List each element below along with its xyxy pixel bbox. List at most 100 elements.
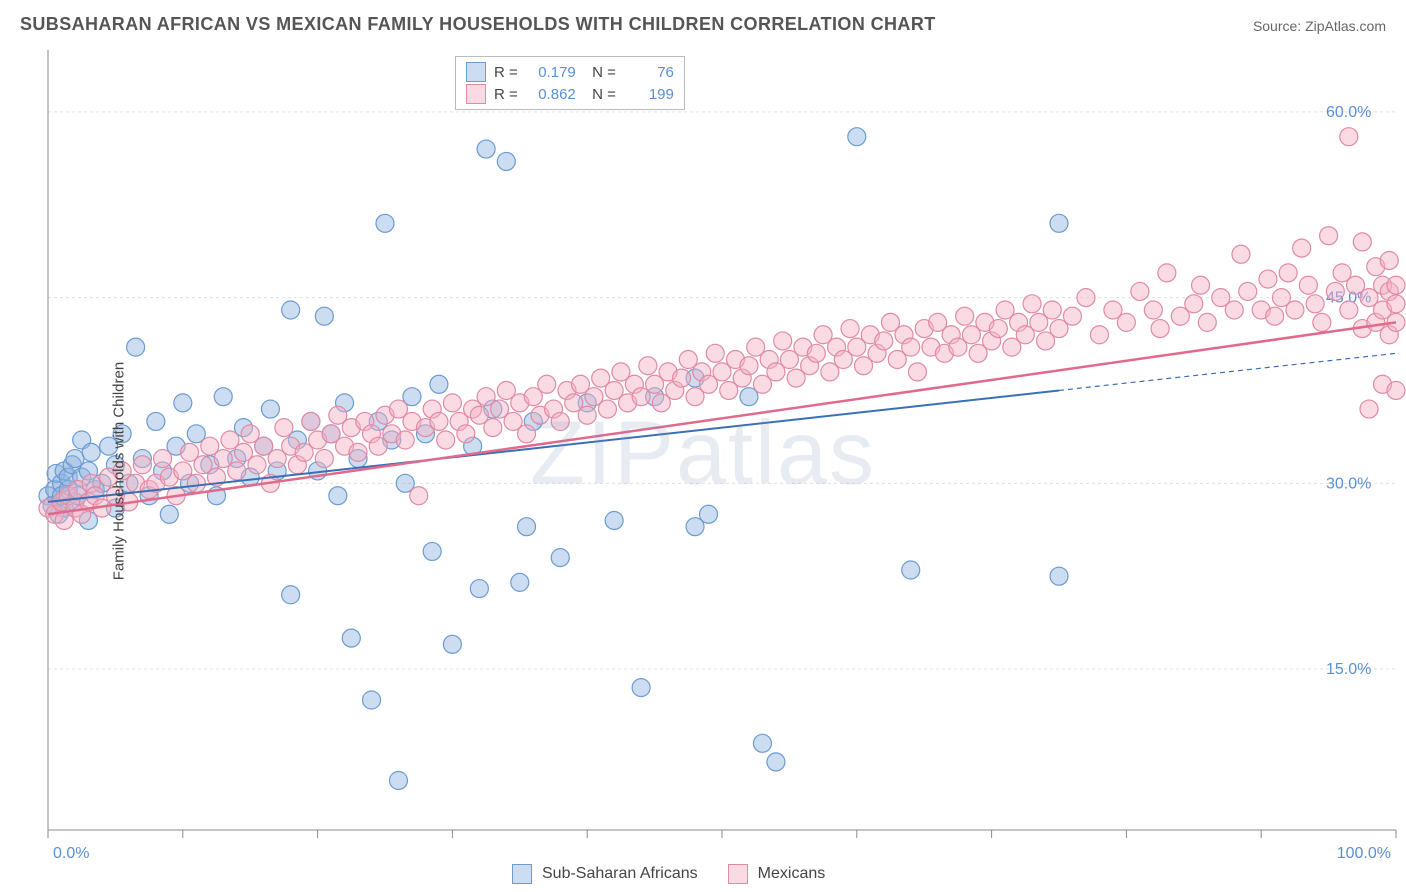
chart-area: Family Households with Children ZIPatlas… [0, 50, 1406, 892]
data-point [147, 412, 165, 430]
series-1 [39, 128, 1405, 530]
data-point [848, 128, 866, 146]
stat-n-label: N = [584, 64, 616, 81]
data-point [154, 450, 172, 468]
scatter-chart: 15.0%30.0%45.0%60.0%0.0%100.0% [0, 50, 1406, 892]
data-point [1387, 295, 1405, 313]
data-point [908, 363, 926, 381]
data-point [902, 561, 920, 579]
data-point [282, 301, 300, 319]
data-point [753, 734, 771, 752]
data-point [1293, 239, 1311, 257]
data-point [160, 505, 178, 523]
data-point [423, 542, 441, 560]
data-point [349, 443, 367, 461]
source-label: Source: [1253, 18, 1301, 34]
data-point [706, 344, 724, 362]
data-point [1185, 295, 1203, 313]
data-point [430, 412, 448, 430]
legend-swatch [466, 84, 486, 104]
data-point [457, 425, 475, 443]
data-point [1326, 282, 1344, 300]
stat-r-label: R = [494, 86, 518, 103]
data-point [1144, 301, 1162, 319]
stat-n-value: 76 [624, 64, 674, 81]
data-point [477, 140, 495, 158]
data-point [275, 419, 293, 437]
data-point [518, 518, 536, 536]
data-point [1286, 301, 1304, 319]
stat-n-label: N = [584, 86, 616, 103]
data-point [551, 412, 569, 430]
data-point [1299, 276, 1317, 294]
data-point [807, 344, 825, 362]
data-point [1259, 270, 1277, 288]
data-point [282, 586, 300, 604]
data-point [1050, 567, 1068, 585]
source-attribution: Source: ZipAtlas.com [1253, 18, 1386, 34]
data-point [1023, 295, 1041, 313]
data-point [1306, 295, 1324, 313]
data-point [1360, 400, 1378, 418]
data-point [302, 412, 320, 430]
y-tick-label: 30.0% [1326, 475, 1371, 492]
data-point [376, 214, 394, 232]
y-axis-label: Family Households with Children [111, 362, 128, 580]
data-point [187, 474, 205, 492]
legend-swatch [512, 864, 532, 884]
stat-n-value: 199 [624, 86, 674, 103]
series-legend: Sub-Saharan AfricansMexicans [512, 864, 845, 884]
data-point [841, 320, 859, 338]
x-tick-label: 0.0% [53, 845, 89, 862]
data-point [1225, 301, 1243, 319]
data-point [363, 691, 381, 709]
legend-label: Sub-Saharan Africans [542, 865, 698, 883]
data-point [329, 487, 347, 505]
data-point [578, 406, 596, 424]
data-point [767, 753, 785, 771]
data-point [248, 456, 266, 474]
stat-r-value: 0.179 [526, 64, 576, 81]
data-point [639, 357, 657, 375]
data-point [470, 580, 488, 598]
data-point [1340, 301, 1358, 319]
y-tick-label: 60.0% [1326, 104, 1371, 121]
data-point [315, 450, 333, 468]
data-point [598, 400, 616, 418]
data-point [315, 307, 333, 325]
data-point [443, 635, 461, 653]
data-point [538, 375, 556, 393]
data-point [1279, 264, 1297, 282]
data-point [484, 419, 502, 437]
legend-stat-row: R =0.179 N =76 [466, 61, 674, 83]
y-tick-label: 15.0% [1326, 661, 1371, 678]
x-tick-label: 100.0% [1337, 845, 1391, 862]
legend-swatch [728, 864, 748, 884]
data-point [430, 375, 448, 393]
data-point [396, 431, 414, 449]
data-point [261, 400, 279, 418]
data-point [1198, 313, 1216, 331]
stat-r-value: 0.862 [526, 86, 576, 103]
data-point [1232, 245, 1250, 263]
data-point [956, 307, 974, 325]
data-point [774, 332, 792, 350]
chart-title: SUBSAHARAN AFRICAN VS MEXICAN FAMILY HOU… [20, 14, 936, 35]
data-point [551, 549, 569, 567]
data-point [1387, 381, 1405, 399]
data-point [632, 679, 650, 697]
correlation-legend: R =0.179 N =76R =0.862 N =199 [455, 56, 685, 110]
data-point [1266, 307, 1284, 325]
data-point [127, 338, 145, 356]
data-point [875, 332, 893, 350]
data-point [1353, 233, 1371, 251]
data-point [1063, 307, 1081, 325]
data-point [1050, 214, 1068, 232]
data-point [1043, 301, 1061, 319]
data-point [1380, 251, 1398, 269]
data-point [1239, 282, 1257, 300]
legend-swatch [466, 62, 486, 82]
data-point [1117, 313, 1135, 331]
data-point [1077, 289, 1095, 307]
data-point [1387, 276, 1405, 294]
